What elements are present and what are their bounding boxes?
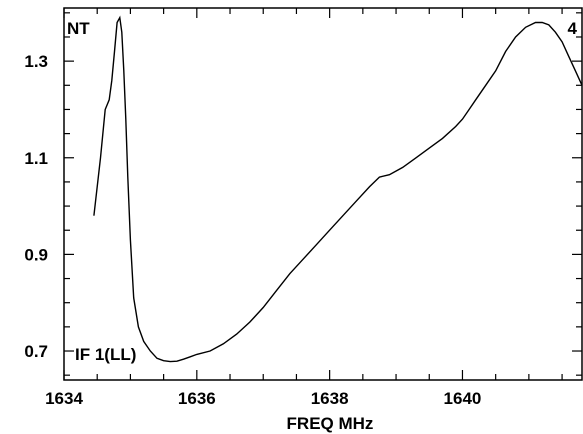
x-axis-title: FREQ MHz [287, 414, 374, 433]
x-tick-label: 1636 [178, 389, 216, 408]
series-line [93, 15, 583, 363]
x-tick-label: 1638 [311, 389, 349, 408]
y-tick-label: 1.1 [24, 149, 48, 168]
top-left-label: NT [67, 19, 90, 38]
y-tick-label: 1.3 [24, 52, 48, 71]
x-tick-label: 1634 [45, 389, 83, 408]
series-annotation: IF 1(LL) [75, 345, 136, 364]
x-tick-label: 1640 [444, 389, 482, 408]
x-tick-labels: 1634 1636 1638 1640 [45, 389, 481, 408]
y-tick-labels: 0.7 0.9 1.1 1.3 [24, 52, 48, 361]
tick-marks [63, 8, 582, 380]
top-right-label: 4 [568, 19, 578, 38]
y-tick-label: 0.7 [24, 342, 48, 361]
plot-frame [63, 7, 583, 381]
y-tick-label: 0.9 [24, 245, 48, 264]
